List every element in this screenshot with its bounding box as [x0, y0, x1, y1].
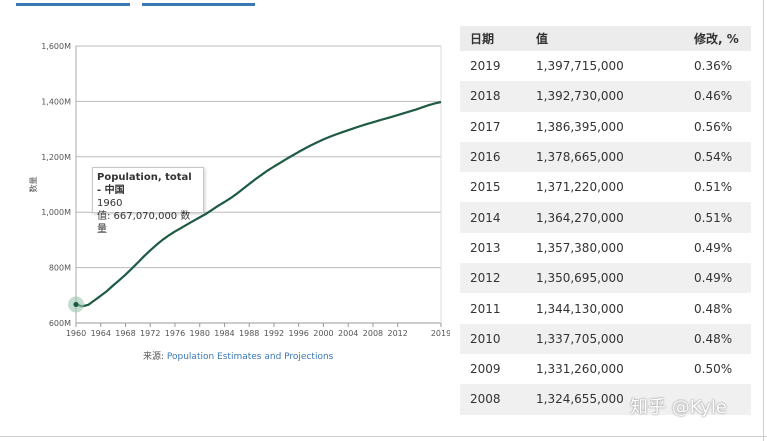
series-line [75, 100, 442, 308]
frame-border-bottom [0, 436, 767, 437]
header-value[interactable]: 值 [526, 26, 684, 51]
cell-value: 1,378,665,000 [526, 141, 684, 173]
cell-date: 2019 [470, 59, 501, 74]
source-link[interactable]: Population Estimates and Projections [166, 352, 334, 362]
y-tick-label: 1,000M [41, 208, 71, 217]
table-row: 2018 1,392,730,000 0.46% [460, 81, 751, 112]
cell-date: 2018 [460, 81, 526, 112]
x-tick-label: 2012 [388, 329, 408, 338]
table-row: 2015 1,371,220,000 0.51% [460, 172, 751, 202]
table-row: 2012 1,350,695,000 0.49% [460, 263, 751, 294]
table-row: 2019 1,397,715,000 0.36% [460, 51, 751, 81]
cell-change: 0.51% [684, 202, 751, 233]
cell-date: 2009 [470, 362, 501, 377]
cell-change: 0.48% [684, 323, 751, 354]
watermark: 知乎 @Kyle [630, 397, 727, 418]
tab-indicator-2[interactable] [142, 3, 255, 6]
cell-change: 0.49% [694, 240, 733, 255]
x-tick-label: 1968 [115, 329, 135, 338]
cell-value: 1,371,220,000 [536, 180, 624, 195]
population-line-chart: 600M 800M 1,000M 1,200M 1,400M 1,600M 1960 1964… [28, 42, 450, 338]
y-tick-label: 1,200M [41, 153, 71, 162]
source-label: 来源: [143, 352, 167, 362]
tooltip-year: 1960 [97, 198, 123, 209]
y-tick-label: 600M [49, 319, 71, 328]
frame-border-right [763, 0, 764, 441]
cell-date: 2014 [460, 202, 526, 233]
cell-date: 2012 [460, 263, 526, 294]
cell-date: 2015 [470, 180, 501, 195]
cell-value: 1,386,395,000 [536, 119, 624, 134]
x-tick-label: 1980 [190, 329, 210, 338]
cell-value: 1,350,695,000 [526, 263, 684, 294]
cell-date: 2008 [460, 384, 526, 415]
cell-date: 2013 [470, 240, 501, 255]
x-tick-label: 1972 [140, 329, 160, 338]
header-change[interactable]: 修改, % [684, 26, 751, 51]
x-tick-label: 1984 [214, 329, 234, 338]
tab-indicator-1[interactable] [16, 3, 130, 6]
cell-change [684, 384, 751, 415]
table-row: 2009 1,331,260,000 0.50% [460, 354, 751, 384]
cell-change: 0.48% [694, 301, 733, 316]
table-row: 2014 1,364,270,000 0.51% [460, 202, 751, 233]
x-tick-label: 1960 [66, 329, 86, 338]
x-tick-label: 1992 [264, 329, 284, 338]
cell-value: 1,397,715,000 [536, 59, 624, 74]
tooltip-title: Population, total - 中国 [97, 172, 192, 196]
cell-change: 0.49% [684, 263, 751, 294]
cell-change: 0.56% [694, 119, 733, 134]
cell-change: 0.54% [684, 141, 751, 173]
cell-date: 2010 [460, 323, 526, 354]
tooltip-value: 值: 667,070,000 数量 [97, 211, 191, 235]
x-tick-label: 2000 [313, 329, 333, 338]
table-row: 2016 1,378,665,000 0.54% [460, 141, 751, 173]
chart-tooltip: Population, total - 中国 1960 值: 667,070,0… [92, 167, 204, 235]
population-data-table: 日期 值 修改, % 2019 1,397,715,000 0.36% 2018 1,3… [460, 26, 751, 415]
y-axis-title: 数量 [28, 177, 38, 193]
y-tick-label: 800M [49, 264, 71, 273]
cell-date: 2011 [470, 301, 501, 316]
cell-value: 1,364,270,000 [526, 202, 684, 233]
cell-value: 1,324,655,000 [526, 384, 684, 415]
cell-date: 2016 [460, 141, 526, 173]
y-tick-label: 1,400M [41, 97, 71, 106]
cell-change: 0.50% [694, 362, 733, 377]
x-tick-label: 2019 [431, 329, 450, 338]
table-row: 2010 1,337,705,000 0.48% [460, 323, 751, 354]
table-row: 2013 1,357,380,000 0.49% [460, 233, 751, 263]
highlight-point [73, 301, 79, 308]
header-date[interactable]: 日期 [460, 26, 526, 51]
table-header-row: 日期 值 修改, % [460, 26, 751, 51]
cell-value: 1,344,130,000 [536, 301, 624, 316]
cell-date: 2017 [470, 119, 501, 134]
cell-value: 1,337,705,000 [526, 323, 684, 354]
cell-value: 1,357,380,000 [536, 240, 624, 255]
cell-value: 1,331,260,000 [536, 362, 624, 377]
x-tick-label: 2008 [363, 329, 383, 338]
table-row: 2008 1,324,655,000 [460, 384, 751, 415]
cell-change: 0.46% [684, 81, 751, 112]
table-row: 2017 1,386,395,000 0.56% [460, 112, 751, 142]
x-tick-label: 2004 [338, 329, 358, 338]
cell-change: 0.51% [694, 180, 733, 195]
table-row: 2011 1,344,130,000 0.48% [460, 293, 751, 323]
y-tick-label: 1,600M [41, 42, 71, 51]
x-tick-label: 1988 [239, 329, 259, 338]
cell-change: 0.36% [694, 59, 733, 74]
chart-source: 来源: Population Estimates and Projections [143, 349, 333, 362]
x-tick-label: 1964 [91, 329, 111, 338]
x-tick-label: 1976 [165, 329, 185, 338]
cell-value: 1,392,730,000 [526, 81, 684, 112]
x-tick-label: 1996 [289, 329, 309, 338]
